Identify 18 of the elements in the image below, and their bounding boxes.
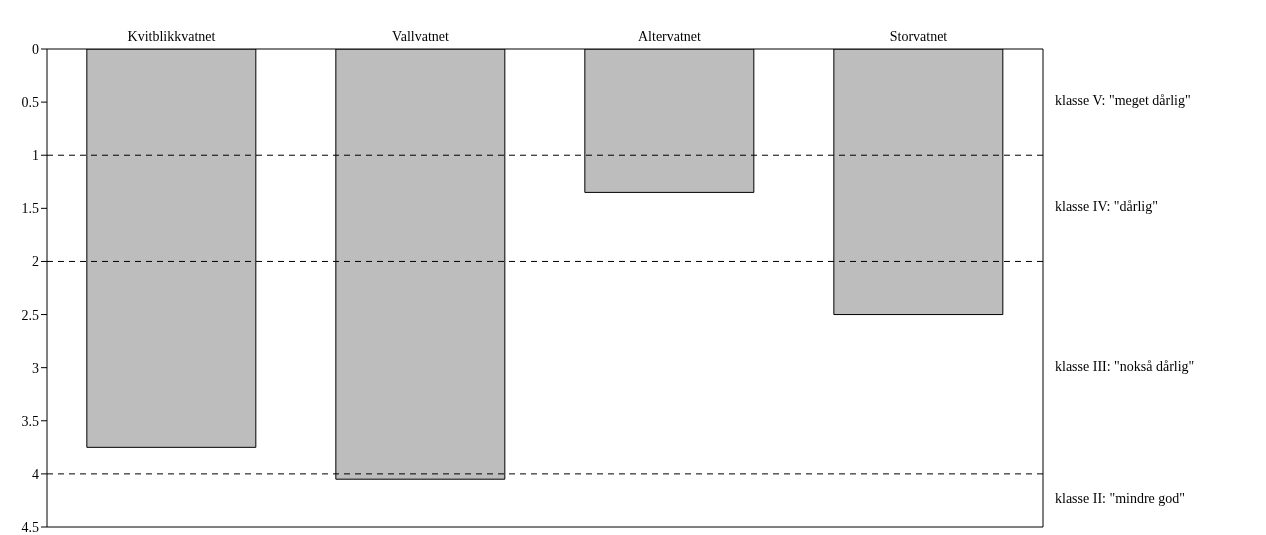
y-tick-label: 1.5 [21, 201, 39, 217]
y-tick-label: 1 [32, 148, 39, 164]
x-tick-label: Storvatnet [889, 29, 948, 44]
x-tick-label: Kvitblikkvatnet [127, 29, 216, 44]
y-tick-label: 3 [32, 360, 39, 376]
y-tick-label: 4 [32, 466, 39, 482]
y-tick-label: 2.5 [21, 307, 39, 323]
y-tick-label: 4.5 [21, 519, 39, 535]
y-tick-label: 0 [32, 41, 39, 57]
x-tick-label: Vallvatnet [392, 29, 449, 44]
y-tick-label: 2 [32, 254, 39, 270]
x-tick-label: Altervatnet [638, 29, 702, 44]
text: klasse III: "nokså dårlig" [1055, 358, 1195, 375]
y-tick-label: 3.5 [21, 413, 39, 429]
y-tick-label: 0.5 [21, 95, 39, 111]
text: klasse II: "mindre god" [1055, 491, 1186, 508]
text: klasse IV: "dårlig" [1055, 199, 1158, 216]
text: klasse V: "meget dårlig" [1055, 93, 1191, 110]
